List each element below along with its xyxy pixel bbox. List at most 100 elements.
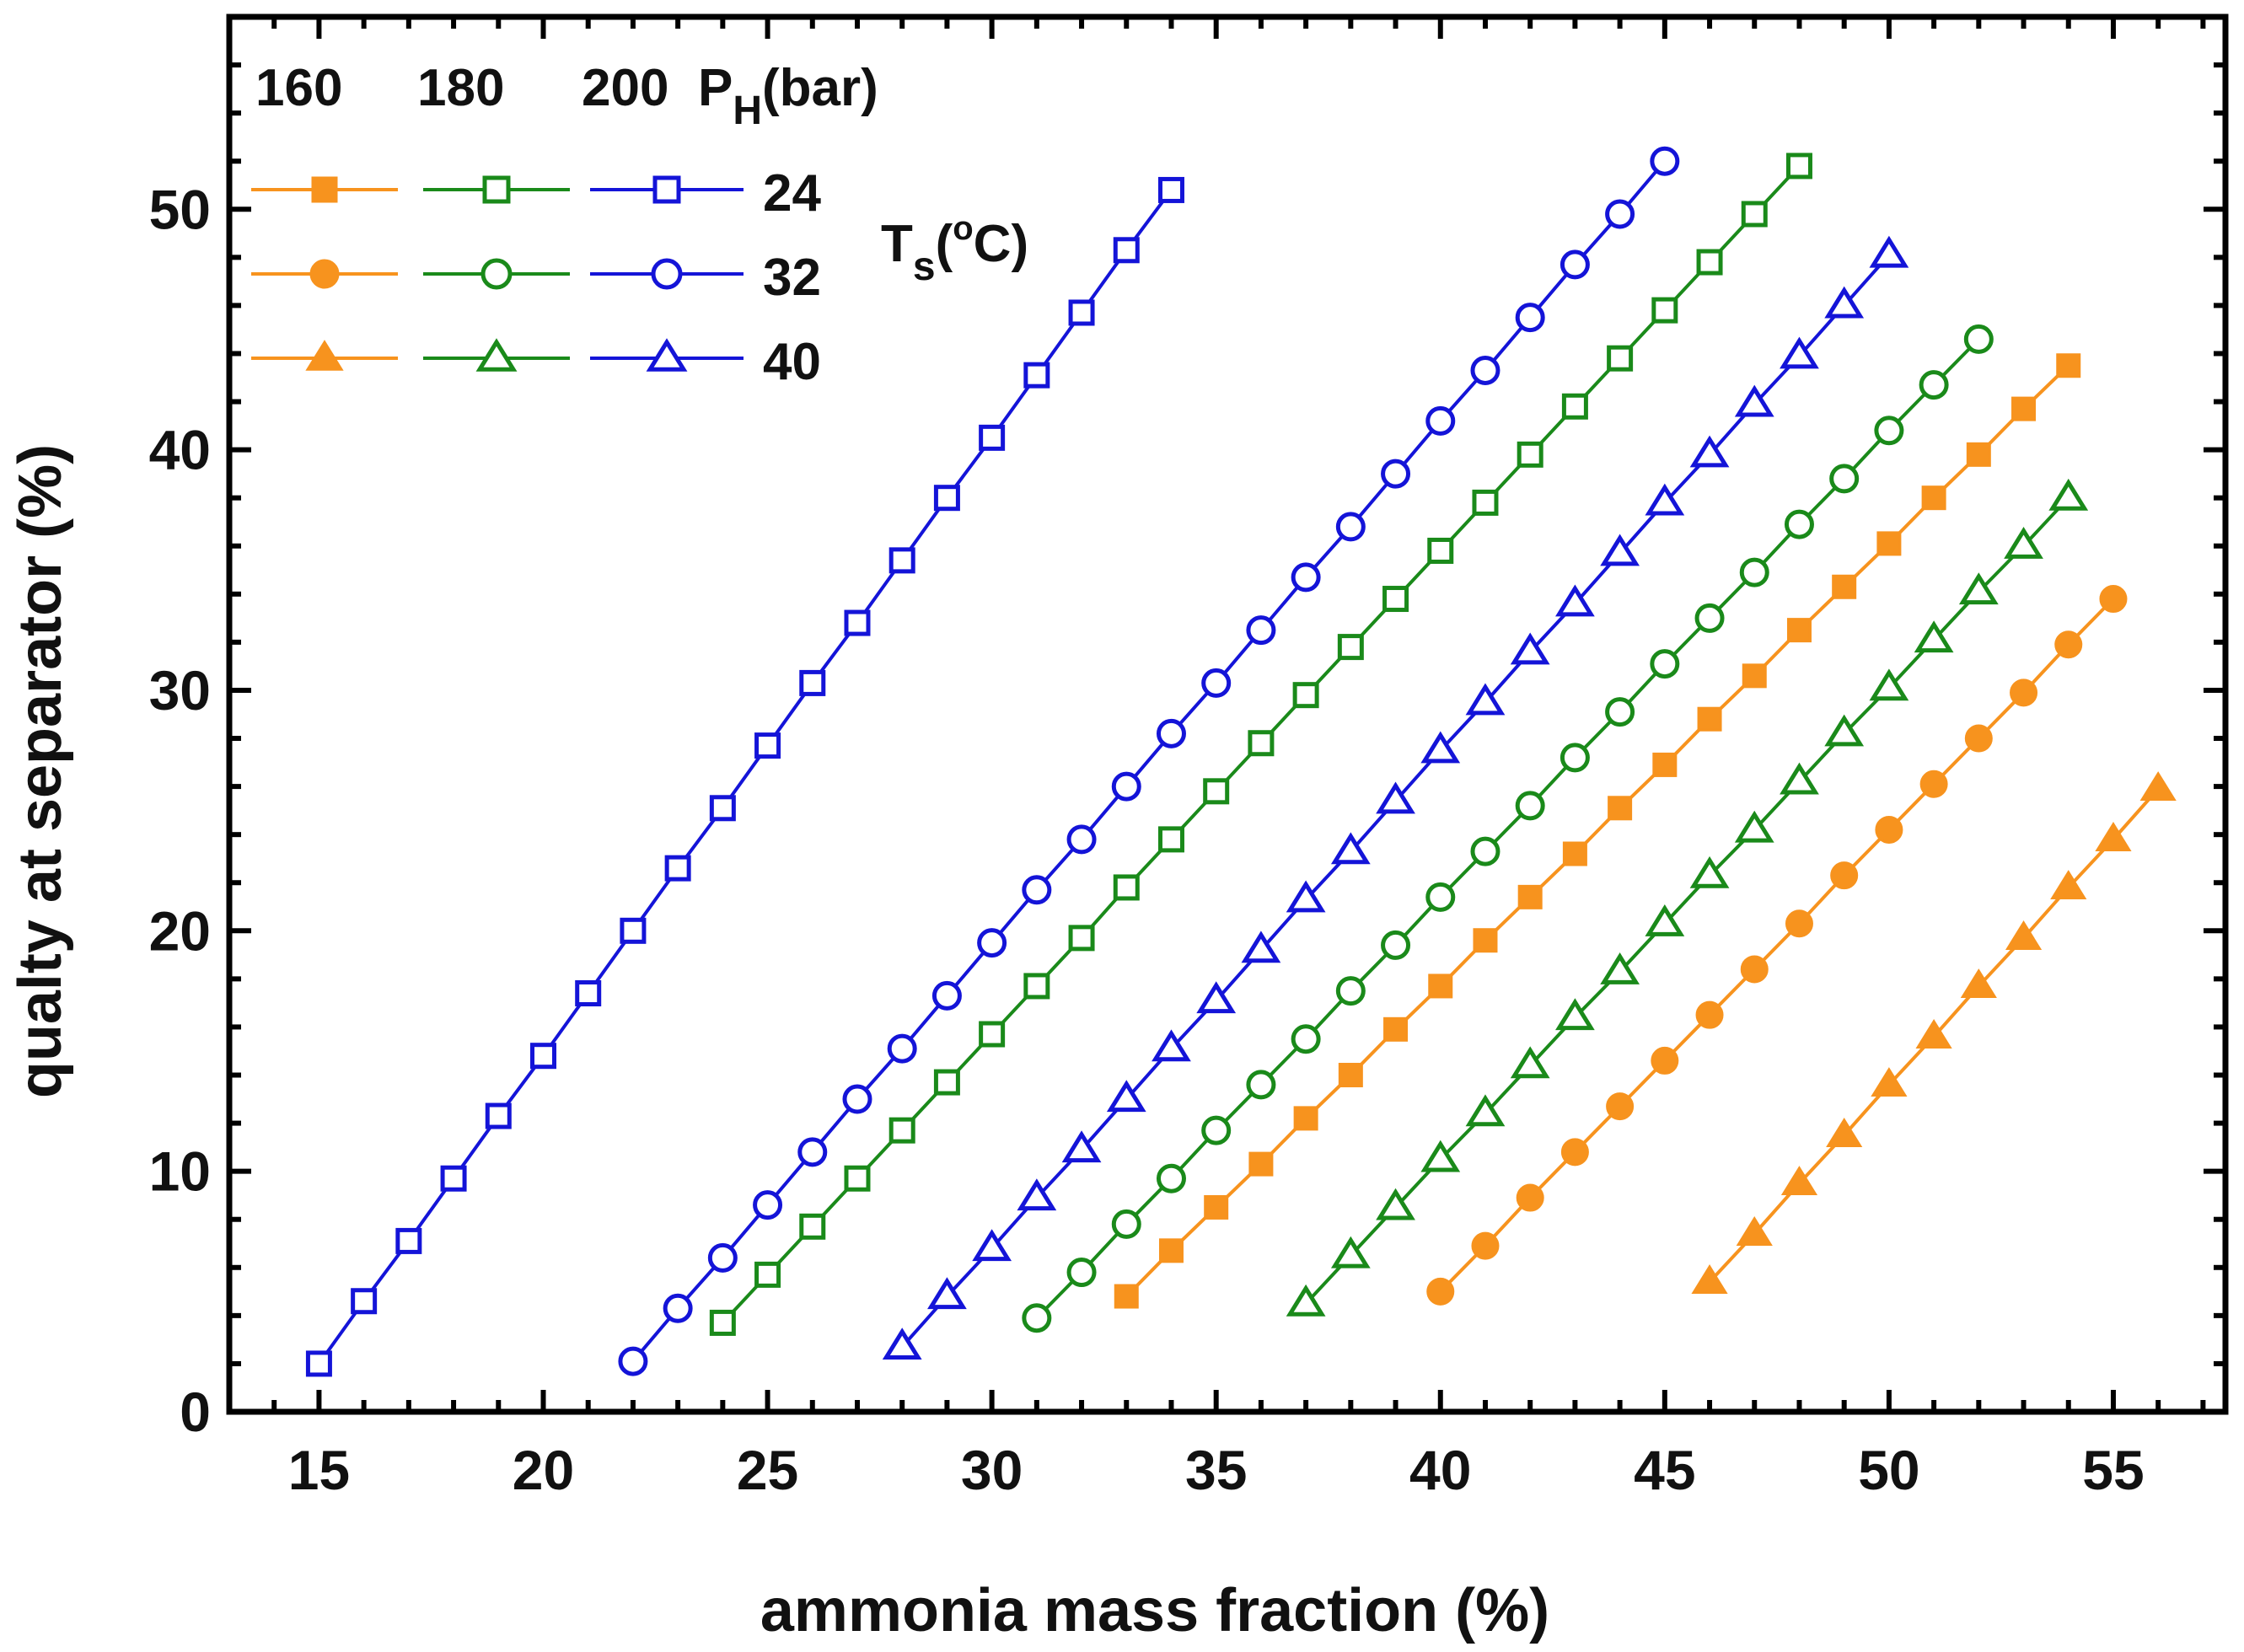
data-point <box>1111 771 1141 802</box>
data-point <box>1742 663 1767 689</box>
data-point <box>888 1117 915 1144</box>
legend-rows <box>251 175 744 372</box>
data-point <box>1689 435 1730 468</box>
data-point <box>651 258 683 290</box>
data-point <box>1869 668 1909 701</box>
data-point <box>1560 249 1590 280</box>
data-point <box>1650 146 1680 176</box>
legend-temperature-32: 32 <box>763 249 821 307</box>
legend-temperature-40: 40 <box>763 333 821 391</box>
data-point <box>977 928 1007 958</box>
data-point <box>311 176 338 203</box>
data-point <box>2054 630 2083 659</box>
data-point <box>2010 678 2038 707</box>
data-point <box>1203 778 1230 805</box>
legend-temperature-subscript: s <box>913 244 936 289</box>
data-point <box>1425 405 1456 436</box>
data-point <box>1829 464 1860 494</box>
series-180-24 <box>709 153 1812 1336</box>
data-point <box>1106 1080 1146 1113</box>
data-point <box>844 1165 871 1192</box>
data-point <box>1516 1183 1544 1212</box>
series-line <box>1439 598 2115 1293</box>
data-point <box>1600 952 1640 984</box>
data-point <box>485 1102 512 1129</box>
data-point <box>305 340 344 371</box>
data-point <box>1645 483 1685 516</box>
plot-frame <box>226 13 2229 1415</box>
data-point <box>1381 930 1411 960</box>
data-point <box>1689 856 1730 888</box>
tick-labels: 15 20 25 30 35 40 45 50 55 0 10 20 30 40 50 <box>149 178 2145 1501</box>
data-point <box>1651 1046 1679 1075</box>
data-point <box>1286 880 1326 913</box>
legend-temperature-symbol: T <box>881 215 913 273</box>
legend-sample-160-circle <box>251 259 398 289</box>
data-point <box>1608 796 1633 821</box>
data-point <box>351 1288 378 1315</box>
x-tick-label: 30 <box>961 1439 1023 1501</box>
legend-sample-200-square <box>590 175 744 204</box>
data-point <box>652 175 681 204</box>
data-point <box>754 1261 781 1288</box>
data-point <box>1510 632 1550 665</box>
data-point <box>1921 485 1946 511</box>
data-point <box>1826 1117 1863 1147</box>
data-point <box>1605 199 1635 229</box>
data-point <box>754 732 781 759</box>
data-point <box>1465 1094 1506 1127</box>
legend-sample-180-triangle <box>423 338 570 372</box>
legend-temperature-24: 24 <box>763 164 821 223</box>
data-point <box>882 1328 922 1360</box>
data-point <box>2139 771 2177 802</box>
series-layer <box>305 146 2177 1377</box>
data-point <box>1383 1016 1409 1042</box>
data-point <box>1832 574 1857 599</box>
data-point <box>1780 762 1819 795</box>
data-point <box>1869 235 1909 268</box>
data-point <box>1555 584 1595 617</box>
data-point <box>529 1043 556 1070</box>
data-point <box>844 609 871 636</box>
x-tick-label: 35 <box>1185 1439 1247 1501</box>
data-point <box>1248 1151 1274 1177</box>
data-point <box>1606 1092 1635 1121</box>
data-point <box>933 1069 960 1096</box>
data-point <box>888 547 915 574</box>
series-180-40 <box>1286 478 2089 1317</box>
data-point <box>1915 1019 1952 1049</box>
data-point <box>1156 718 1186 748</box>
data-point <box>1830 861 1859 890</box>
data-point <box>1958 572 1999 605</box>
legend-temperature-degree: o <box>953 210 973 247</box>
data-point <box>1156 1163 1186 1193</box>
data-point <box>979 1021 1006 1048</box>
data-point <box>2011 396 2037 421</box>
data-point <box>1152 1029 1191 1062</box>
data-point <box>799 1213 826 1240</box>
data-point <box>1605 697 1635 727</box>
data-point <box>1739 557 1769 587</box>
y-tick-label: 0 <box>180 1381 211 1443</box>
x-axis-label: ammonia mass fraction (%) <box>760 1577 1549 1644</box>
data-point <box>1561 393 1588 420</box>
series-160-40 <box>1691 771 2177 1295</box>
data-point <box>1473 928 1498 953</box>
data-point <box>1824 714 1865 747</box>
data-point <box>1022 1303 1052 1333</box>
legend-temperature-open: ( <box>936 215 953 273</box>
series-line <box>1304 496 2070 1305</box>
data-point <box>1472 489 1499 516</box>
legend: 160 180 200 PH(bar) Ts(oC) 24 32 40 <box>251 59 1028 391</box>
series-160-24 <box>1114 353 2081 1309</box>
series-200-24 <box>305 176 1184 1377</box>
data-point <box>1695 1000 1724 1029</box>
data-point <box>1113 237 1140 264</box>
x-tick-label: 55 <box>2082 1439 2144 1501</box>
data-point <box>1381 459 1411 489</box>
data-point <box>887 1033 917 1064</box>
data-point <box>799 669 826 696</box>
data-point <box>1428 974 1453 999</box>
x-tick-label: 20 <box>513 1439 574 1501</box>
